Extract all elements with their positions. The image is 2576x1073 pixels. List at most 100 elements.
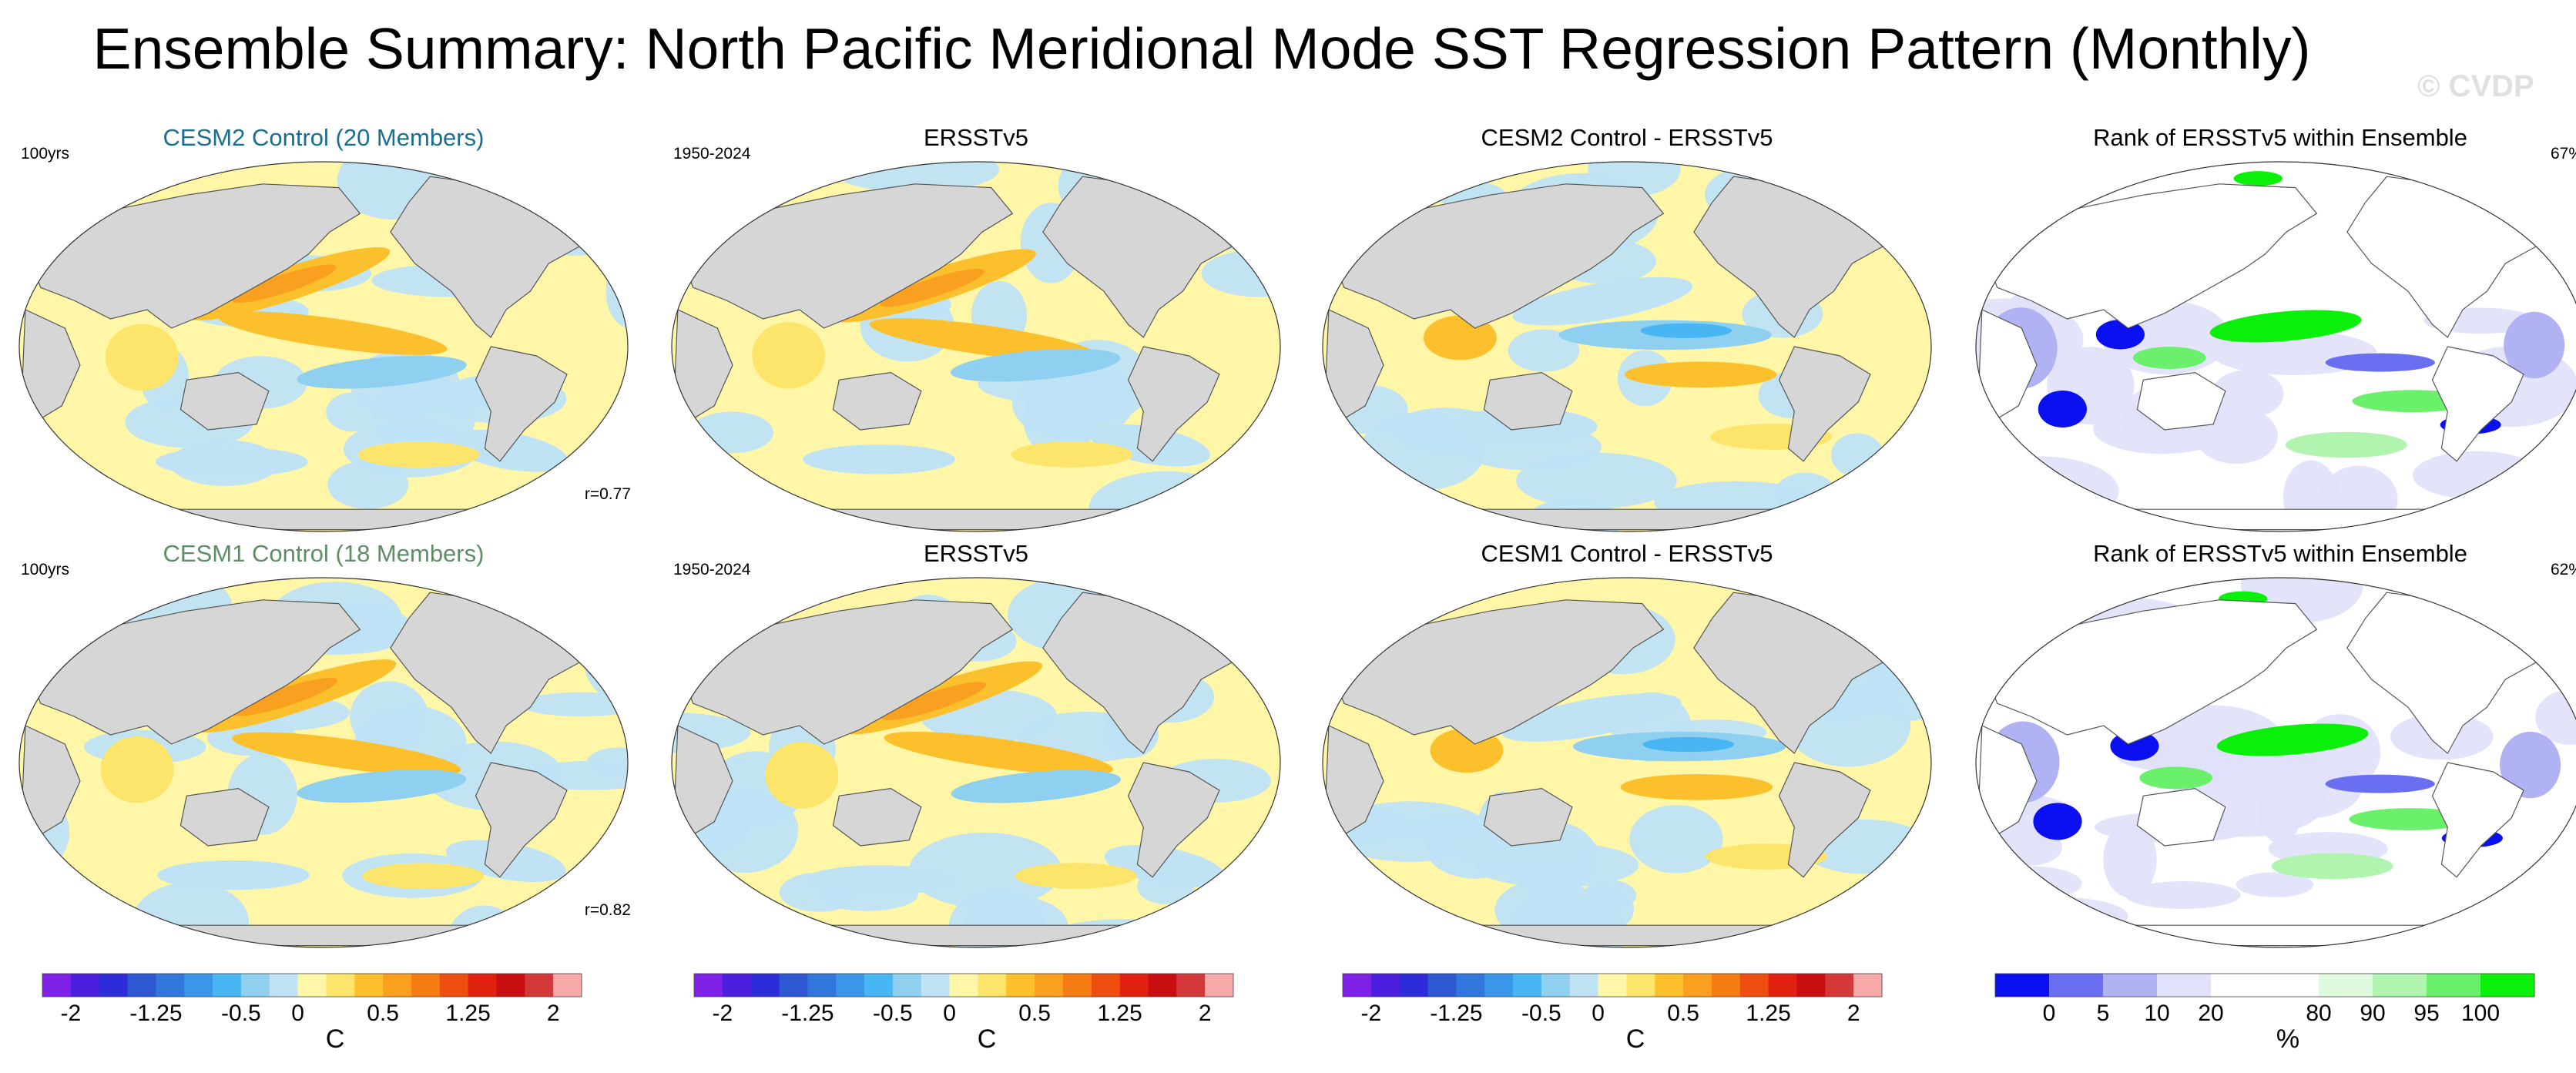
colorbar-tick-label: 1.25 xyxy=(1746,1001,1790,1026)
colorbar-tick-label: -1.25 xyxy=(129,1001,182,1026)
anomaly-patch xyxy=(232,264,337,303)
colorbar-box xyxy=(411,974,441,997)
colorbar-box xyxy=(240,974,270,997)
colorbar-box xyxy=(722,974,752,997)
map-panel-r2-c1: CESM1 Control (18 Members) 100yrs r=0.82 xyxy=(4,539,643,955)
colorbar-box xyxy=(1343,974,1372,997)
colorbar-box xyxy=(1768,974,1797,997)
colorbar-tick-label: -1.25 xyxy=(1430,1001,1482,1026)
anomaly-patch xyxy=(672,454,721,529)
colorbar-box xyxy=(807,974,837,997)
panel-title: ERSSTv5 xyxy=(923,540,1029,567)
map-panel-r1-c1: CESM2 Control (20 Members) 100yrs r=0.77 xyxy=(4,123,643,539)
colorbar-box xyxy=(1541,974,1571,997)
colorbar-box xyxy=(1427,974,1457,997)
anomaly-patch xyxy=(1323,880,1380,933)
colorbar-tick-label: 0 xyxy=(291,1001,304,1026)
anomaly-patch xyxy=(2209,310,2362,343)
map-field xyxy=(1323,162,1931,531)
colorbar-box xyxy=(1370,974,1400,997)
colorbar-box xyxy=(1995,974,2050,997)
world-map xyxy=(1322,577,1932,948)
colorbar-tick-label: -0.5 xyxy=(873,1001,913,1026)
world-map xyxy=(18,577,629,948)
map-border xyxy=(18,161,629,532)
colorbar-box xyxy=(1176,974,1206,997)
anomaly-patch xyxy=(1642,736,1735,753)
anomaly-patch xyxy=(2033,803,2082,840)
colorbar-tick-label: 5 xyxy=(2097,1001,2110,1026)
colorbar-box xyxy=(978,974,1007,997)
colorbar-box xyxy=(1091,974,1121,997)
figure-title: Ensemble Summary: North Pacific Meridion… xyxy=(92,16,2311,81)
colorbar-box xyxy=(326,974,355,997)
colorbar-box xyxy=(2427,974,2481,997)
colorbar-box xyxy=(553,974,582,997)
colorbar-box xyxy=(1148,974,1177,997)
colorbar-box xyxy=(2265,974,2319,997)
world-map xyxy=(1322,161,1932,532)
colorbar-box xyxy=(1006,974,1035,997)
colorbar-box xyxy=(2480,974,2535,997)
colorbar-tick-label: 2 xyxy=(547,1001,560,1026)
colorbar-box xyxy=(1569,974,1599,997)
world-map xyxy=(671,577,1281,948)
panel-title: Rank of ERSSTv5 within Ensemble xyxy=(2093,124,2467,151)
colorbar-box xyxy=(1655,974,1684,997)
anomaly-patch xyxy=(2216,723,2369,756)
anomaly-patch xyxy=(951,770,1121,803)
panel-rank-percent: 67% xyxy=(2550,145,2576,163)
colorbar-tick-label: 10 xyxy=(2144,1001,2169,1026)
colorbar-box xyxy=(525,974,554,997)
colorbar-frame xyxy=(693,973,1234,998)
anomaly-patch xyxy=(2125,881,2241,909)
anomaly-patch xyxy=(100,736,174,803)
anomaly-patch xyxy=(752,322,825,389)
colorbar-tick-label: 2 xyxy=(1199,1001,1212,1026)
colorbar-tick-label: 100 xyxy=(2461,1001,2500,1026)
colorbar-units: % xyxy=(2276,1024,2300,1054)
land-mask xyxy=(1325,592,1887,947)
colorbar-temperature-1: -2 -1.25 -0.5 0 0.5 1.25 2 xyxy=(42,973,582,1026)
anomaly-patch xyxy=(1501,693,1682,742)
colorbar-tick-label: -0.5 xyxy=(1521,1001,1561,1026)
colorbar-box xyxy=(1456,974,1485,997)
land-mask xyxy=(674,592,1236,947)
anomaly-patch xyxy=(2413,451,2541,500)
anomaly-patch xyxy=(232,732,461,776)
anomaly-patch xyxy=(884,731,1113,776)
world-map xyxy=(671,161,1281,532)
anomaly-patch xyxy=(1015,863,1137,889)
land-mask xyxy=(674,176,1236,531)
colorbar-box xyxy=(1853,974,1883,997)
land-mask xyxy=(1978,176,2540,531)
colorbar-box xyxy=(1513,974,1542,997)
colorbar-frame xyxy=(42,973,582,998)
anomaly-patch xyxy=(326,392,381,432)
anomaly-patch xyxy=(803,444,955,474)
colorbar-tick-label: 0.5 xyxy=(367,1001,399,1026)
colorbar-box xyxy=(1825,974,1854,997)
panel-period-label: 1950-2024 xyxy=(673,561,751,578)
map-panel-r1-c2: ERSSTv5 1950-2024 xyxy=(656,123,1296,539)
anomaly-patch xyxy=(951,348,1121,382)
anomaly-patch xyxy=(1620,774,1773,800)
colorbar-box xyxy=(779,974,808,997)
anomaly-patch xyxy=(1108,931,1275,947)
map-field xyxy=(1976,162,2576,531)
colorbar-box xyxy=(70,974,100,997)
anomaly-patch xyxy=(804,865,957,895)
land-mask xyxy=(22,592,583,947)
panel-title: CESM1 Control (18 Members) xyxy=(163,540,485,567)
anomaly-patch xyxy=(105,324,179,391)
colorbar-tick-label: -2 xyxy=(712,1001,733,1026)
colorbar-tick-label: -0.5 xyxy=(221,1001,261,1026)
anomaly-patch xyxy=(830,162,1000,193)
watermark: © CVDP xyxy=(2417,69,2534,103)
colorbar-temperature-3: -2 -1.25 -0.5 0 0.5 1.25 2 xyxy=(1342,973,1883,1026)
anomaly-patch xyxy=(1588,162,1681,196)
anomaly-patch xyxy=(765,742,839,809)
colorbar-box xyxy=(892,974,922,997)
colorbar-temperature-2: -2 -1.25 -0.5 0 0.5 1.25 2 xyxy=(693,973,1234,1026)
world-map xyxy=(1975,577,2576,948)
